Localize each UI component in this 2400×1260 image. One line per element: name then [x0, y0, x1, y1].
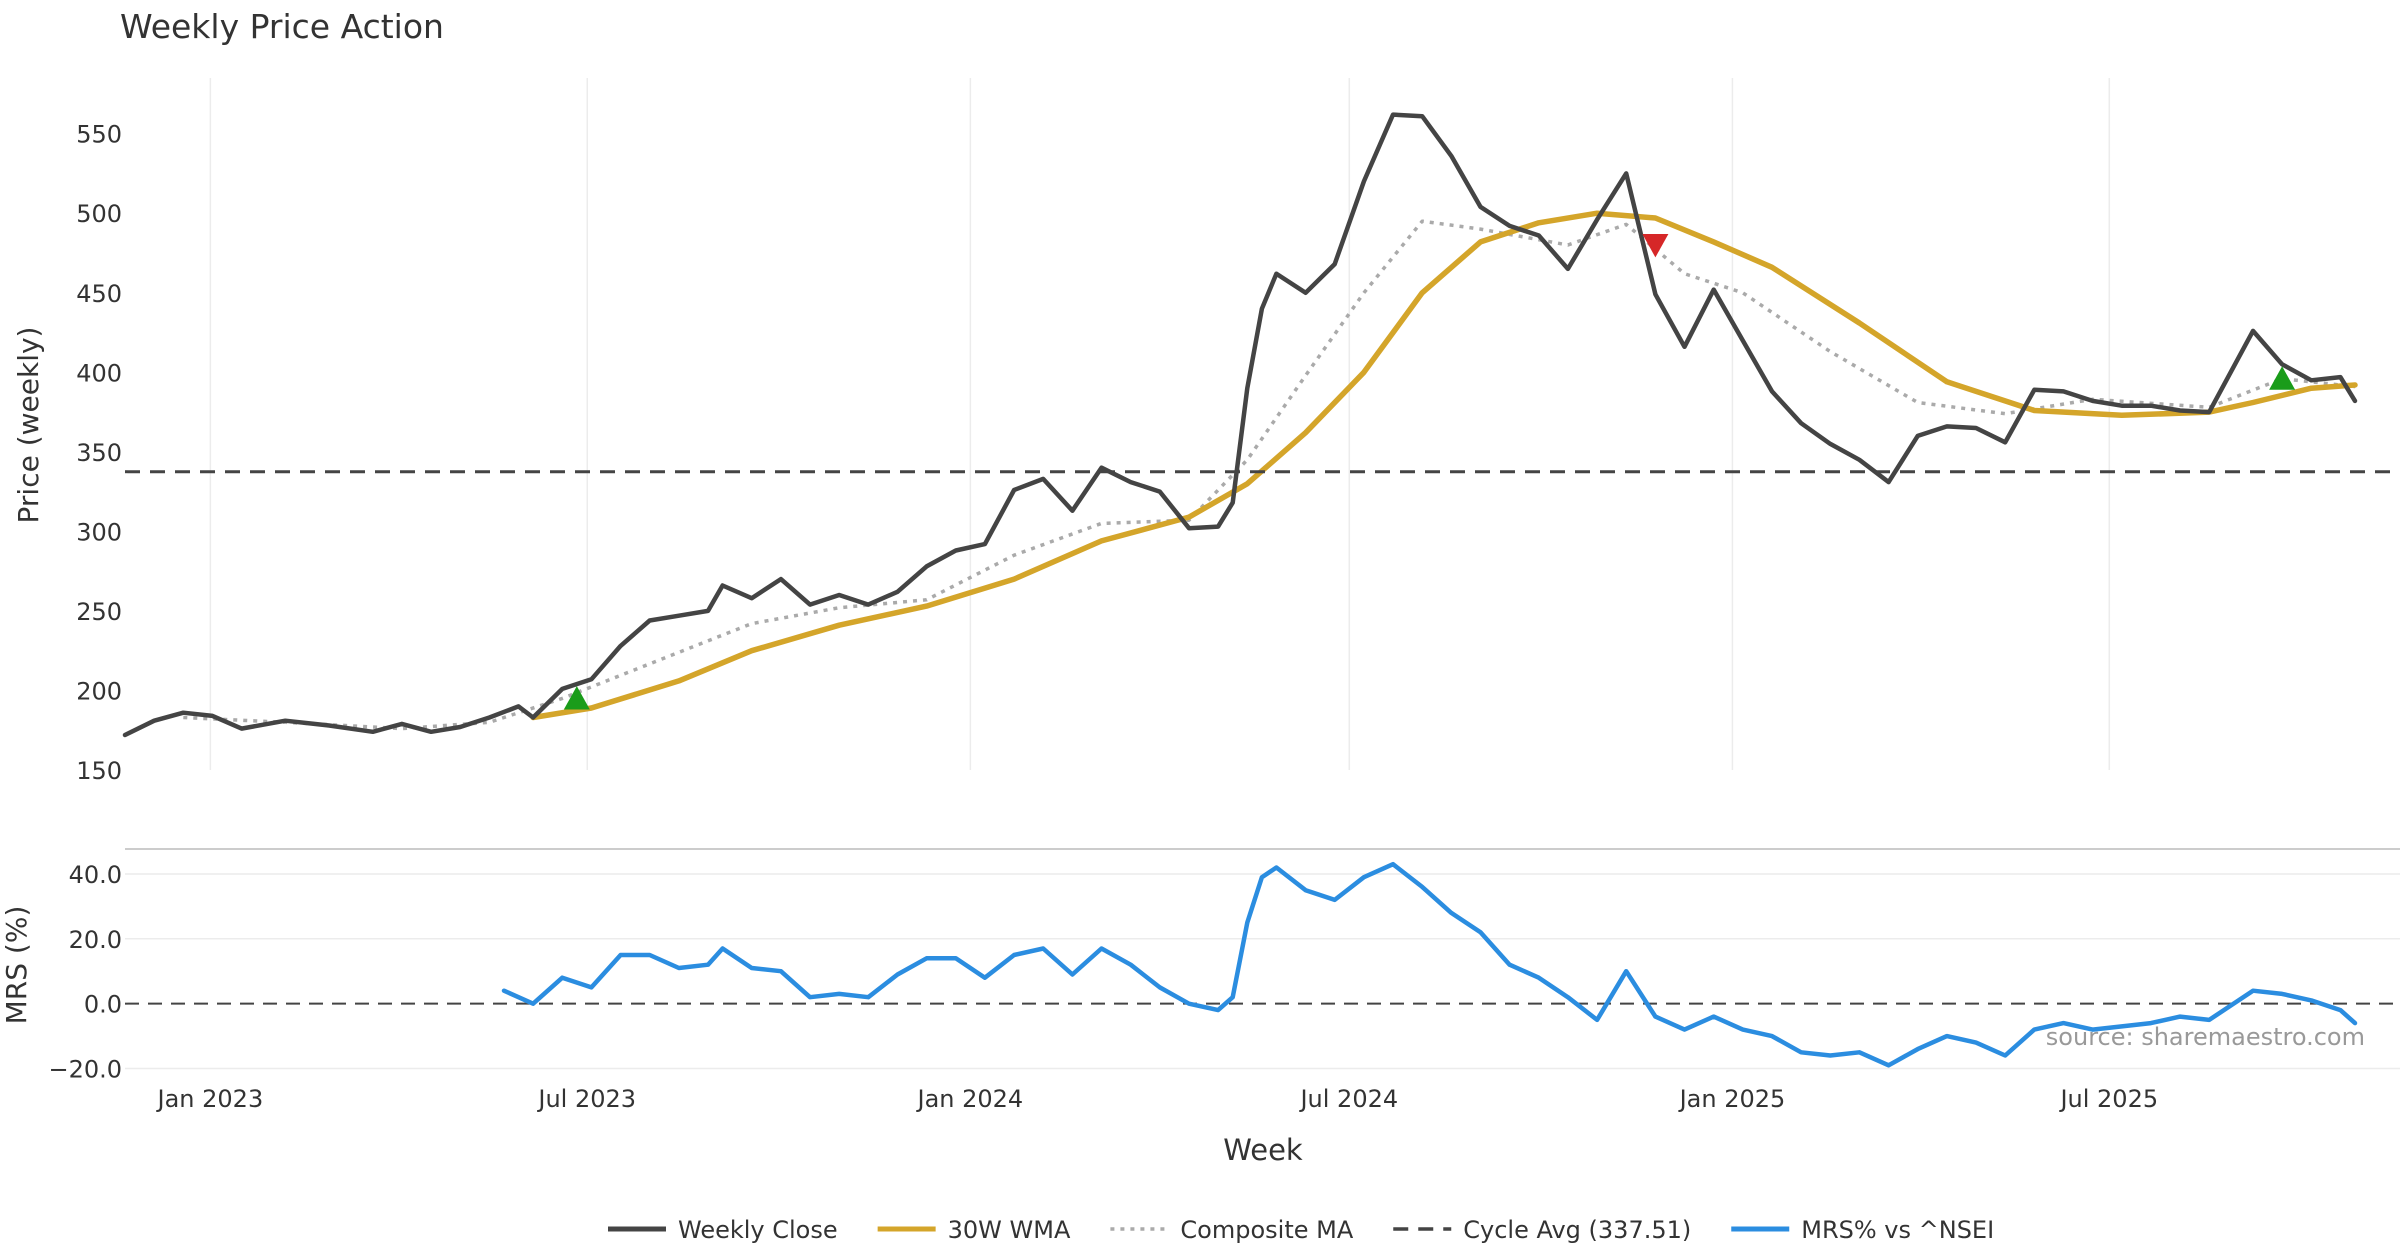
series-30w-wma	[530, 210, 2358, 721]
legend-item-30w-wma: 30W WMA	[877, 1216, 1071, 1244]
mrs-y-tick-0: −20.0	[48, 1056, 122, 1084]
price-y-tick-400: 400	[76, 359, 122, 387]
buy-signal-marker-3	[2269, 366, 2296, 390]
price-y-tick-150: 150	[76, 757, 122, 785]
grid-layer	[125, 78, 2400, 1070]
legend-item-cycle-avg-337-51: Cycle Avg (337.51)	[1393, 1216, 1691, 1244]
buy-signal-marker-1	[563, 686, 590, 710]
marker-layer	[563, 233, 2296, 710]
price-y-tick-450: 450	[76, 280, 122, 308]
x-tick-label-jan-2024: Jan 2024	[916, 1085, 1024, 1113]
price-y-tick-250: 250	[76, 598, 122, 626]
x-tick-label-jan-2023: Jan 2023	[156, 1085, 264, 1113]
legend-label-weekly-close: Weekly Close	[678, 1216, 838, 1244]
mrs-axis-label: MRS (%)	[0, 906, 33, 1025]
watermark: source: sharemaestro.com	[2046, 1023, 2365, 1051]
price-y-tick-500: 500	[76, 200, 122, 228]
legend: Weekly Close 30W WMA Composite MA Cycle Avg…	[608, 1216, 1994, 1244]
series-layer	[122, 112, 2400, 1068]
x-tick-label-jan-2025: Jan 2025	[1678, 1085, 1786, 1113]
legend-item-weekly-close: Weekly Close	[608, 1216, 838, 1244]
price-y-tick-550: 550	[76, 121, 122, 149]
legend-label-cycle-avg-337-51: Cycle Avg (337.51)	[1463, 1216, 1691, 1244]
x-axis-label: Week	[1223, 1133, 1303, 1167]
legend-label-30w-wma: 30W WMA	[948, 1216, 1071, 1244]
mrs-y-tick-2: 20.0	[69, 926, 122, 954]
price-y-tick-300: 300	[76, 518, 122, 546]
sell-signal-marker-2	[1642, 233, 1669, 258]
chart-title: Weekly Price Action	[120, 7, 444, 46]
legend-item-mrs-vs-nsei: MRS% vs ^NSEI	[1731, 1216, 1994, 1244]
x-tick-label-jul-2025: Jul 2025	[2058, 1085, 2158, 1113]
price-axis-label: Price (weekly)	[12, 327, 45, 524]
series-mrs-vs-nsei	[501, 861, 2358, 1068]
price-y-tick-200: 200	[76, 677, 122, 705]
mrs-y-tick-1: 0.0	[84, 991, 122, 1019]
mrs-y-tick-3: 40.0	[69, 861, 122, 889]
legend-label-mrs-vs-nsei: MRS% vs ^NSEI	[1801, 1216, 1994, 1244]
x-tick-label-jul-2024: Jul 2024	[1298, 1085, 1398, 1113]
series-weekly-close	[122, 112, 2358, 738]
series-composite-ma	[183, 219, 2356, 731]
legend-item-composite-ma: Composite MA	[1110, 1216, 1354, 1244]
x-tick-label-jul-2023: Jul 2023	[536, 1085, 636, 1113]
price-y-tick-350: 350	[76, 439, 122, 467]
axis-layer: Jan 2023 Jul 2023 Jan 2024 Jul 2024 Jan 2025…	[48, 121, 2158, 1113]
legend-label-composite-ma: Composite MA	[1180, 1216, 1353, 1244]
